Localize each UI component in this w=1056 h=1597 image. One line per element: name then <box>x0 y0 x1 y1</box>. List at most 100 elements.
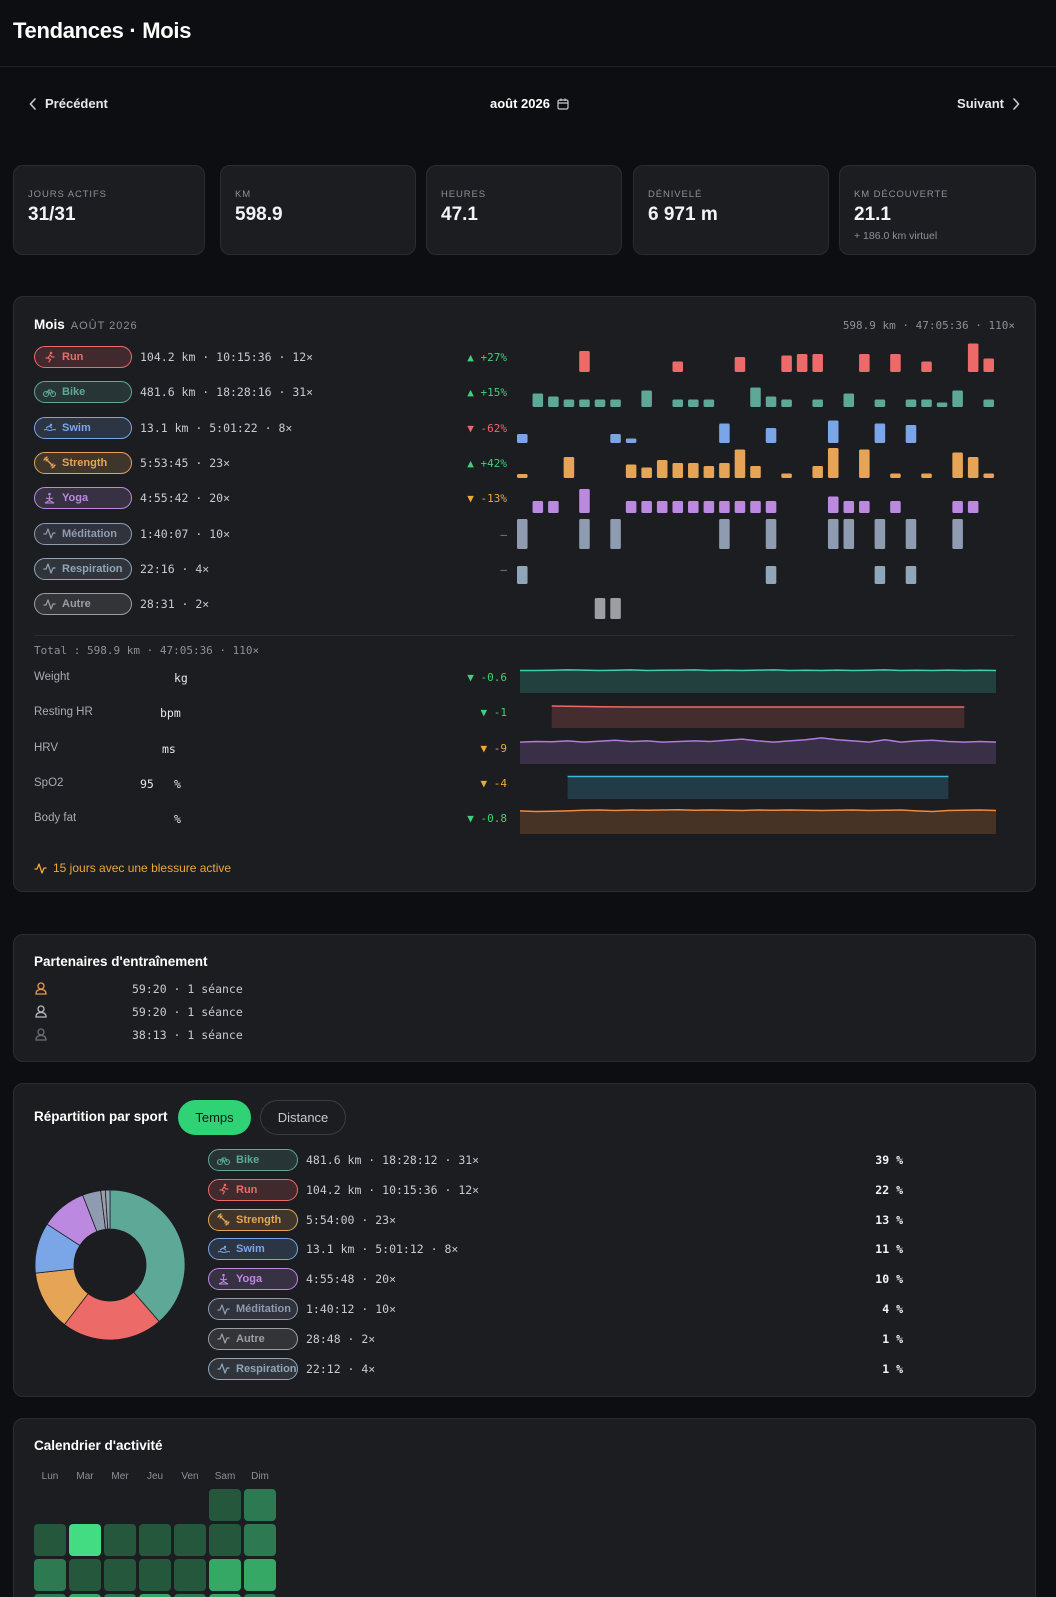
calendar-day-cell[interactable] <box>139 1594 171 1597</box>
day-bar[interactable] <box>827 496 839 514</box>
sport-pill-strength[interactable]: Strength <box>208 1208 298 1231</box>
day-bar[interactable] <box>610 399 621 408</box>
partner-avatar[interactable] <box>35 1005 47 1021</box>
day-bar[interactable] <box>563 456 575 478</box>
calendar-day-cell[interactable] <box>69 1594 101 1597</box>
day-bar[interactable] <box>952 501 963 514</box>
calendar-day-cell[interactable] <box>209 1594 241 1597</box>
day-bar[interactable] <box>734 357 746 372</box>
calendar-day-cell[interactable] <box>34 1594 66 1597</box>
day-bar[interactable] <box>625 464 637 478</box>
day-bar[interactable] <box>952 452 963 478</box>
calendar-day-cell[interactable] <box>34 1559 66 1591</box>
day-bar[interactable] <box>952 390 963 408</box>
day-bar[interactable] <box>952 518 963 549</box>
day-bar[interactable] <box>765 501 777 514</box>
day-bar[interactable] <box>983 358 994 373</box>
day-bar[interactable] <box>579 351 590 372</box>
calendar-day-cell[interactable] <box>139 1559 171 1591</box>
day-bar[interactable] <box>921 399 932 408</box>
day-bar[interactable] <box>719 501 730 514</box>
calendar-day-cell[interactable] <box>104 1594 136 1597</box>
day-bar[interactable] <box>517 433 528 443</box>
day-bar[interactable] <box>812 465 823 478</box>
day-bar[interactable] <box>750 465 761 478</box>
sport-pill-autre[interactable]: Autre <box>208 1327 298 1350</box>
sport-pill-respiration[interactable]: Respiration <box>208 1357 298 1380</box>
day-bar[interactable] <box>548 396 559 408</box>
sport-pill-méditation[interactable]: Méditation <box>208 1298 298 1320</box>
month-picker[interactable]: août 2026 <box>490 96 569 111</box>
sport-pill-autre[interactable]: Autre <box>34 593 132 616</box>
day-bar[interactable] <box>781 399 792 408</box>
calendar-day-cell[interactable] <box>69 1524 101 1556</box>
previous-button[interactable]: Précédent <box>29 96 108 111</box>
day-bar[interactable] <box>548 501 559 514</box>
day-bar[interactable] <box>641 467 652 478</box>
day-bar[interactable] <box>579 399 590 408</box>
day-bar[interactable] <box>579 518 590 549</box>
day-bar[interactable] <box>610 598 621 620</box>
calendar-day-cell[interactable] <box>174 1524 206 1556</box>
day-bar[interactable] <box>905 518 917 549</box>
calendar-day-cell[interactable] <box>209 1524 241 1556</box>
day-bar[interactable] <box>905 399 917 408</box>
day-bar[interactable] <box>719 462 730 478</box>
day-bar[interactable] <box>625 501 637 514</box>
day-bar[interactable] <box>750 501 761 514</box>
day-bar[interactable] <box>843 518 855 549</box>
day-bar[interactable] <box>594 399 606 408</box>
day-bar[interactable] <box>796 354 808 372</box>
day-bar[interactable] <box>672 462 684 478</box>
day-bar[interactable] <box>827 518 839 549</box>
calendar-day-cell[interactable] <box>174 1594 206 1597</box>
calendar-day-cell[interactable] <box>244 1489 276 1521</box>
day-bar[interactable] <box>765 396 777 408</box>
sport-pill-run[interactable]: Run <box>208 1178 298 1201</box>
calendar-day-cell[interactable] <box>174 1559 206 1591</box>
day-bar[interactable] <box>843 393 855 408</box>
day-bar[interactable] <box>703 501 715 514</box>
day-bar[interactable] <box>874 423 886 443</box>
day-bar[interactable] <box>672 399 684 408</box>
calendar-day-cell[interactable] <box>139 1524 171 1556</box>
day-bar[interactable] <box>750 387 761 408</box>
day-bar[interactable] <box>765 427 777 443</box>
partner-avatar[interactable] <box>35 1028 47 1044</box>
day-bar[interactable] <box>890 354 901 372</box>
tab-time[interactable]: Temps <box>178 1100 251 1135</box>
day-bar[interactable] <box>905 565 917 584</box>
day-bar[interactable] <box>656 459 668 478</box>
day-bar[interactable] <box>532 393 544 408</box>
day-bar[interactable] <box>843 501 855 514</box>
day-bar[interactable] <box>579 489 590 514</box>
day-bar[interactable] <box>967 501 979 514</box>
sport-pill-run[interactable]: Run <box>34 346 132 368</box>
day-bar[interactable] <box>905 424 917 443</box>
day-bar[interactable] <box>812 399 823 408</box>
day-bar[interactable] <box>936 402 948 408</box>
day-bar[interactable] <box>594 598 606 620</box>
sport-pill-bike[interactable]: Bike <box>34 381 132 404</box>
day-bar[interactable] <box>719 423 730 443</box>
day-bar[interactable] <box>703 465 715 478</box>
day-bar[interactable] <box>781 355 792 373</box>
day-bar[interactable] <box>859 449 870 478</box>
day-bar[interactable] <box>765 518 777 549</box>
sport-pill-swim[interactable]: Swim <box>34 416 132 439</box>
day-bar[interactable] <box>921 361 932 373</box>
sport-pill-strength[interactable]: Strength <box>34 451 132 474</box>
next-button[interactable]: Suivant <box>957 96 1020 111</box>
donut-slice-respiration[interactable] <box>104 1189 111 1230</box>
day-bar[interactable] <box>563 399 575 408</box>
day-bar[interactable] <box>688 399 699 408</box>
day-bar[interactable] <box>874 518 886 549</box>
calendar-day-cell[interactable] <box>104 1559 136 1591</box>
sport-pill-respiration[interactable]: Respiration <box>34 557 132 580</box>
day-bar[interactable] <box>983 473 994 478</box>
day-bar[interactable] <box>688 501 699 514</box>
day-bar[interactable] <box>610 518 621 549</box>
day-bar[interactable] <box>890 473 901 478</box>
day-bar[interactable] <box>765 565 777 584</box>
day-bar[interactable] <box>517 518 528 549</box>
